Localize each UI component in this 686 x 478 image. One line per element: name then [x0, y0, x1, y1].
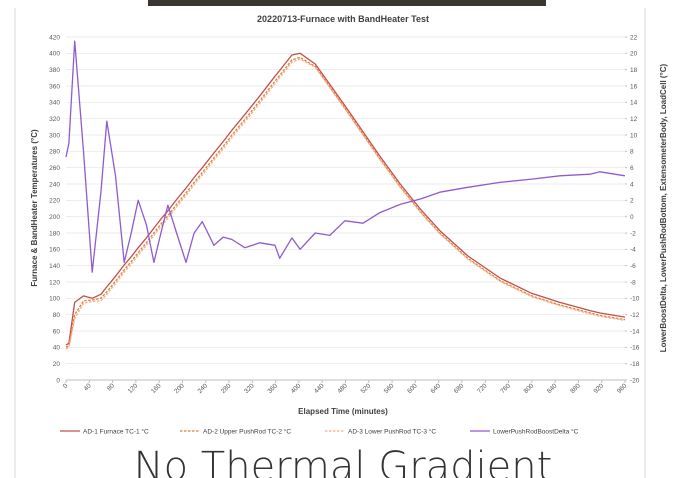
y-tick-label: 300: [49, 132, 60, 139]
y-axis-title: Furnace & BandHeater Temperatures (°C): [30, 129, 39, 287]
y2-axis-title: LowerBoostDelta, LowerPushRodBottom, Ext…: [659, 63, 668, 352]
y-tick-label: 220: [49, 198, 60, 205]
photo-strip: [148, 0, 546, 6]
y-tick-label: 160: [49, 247, 60, 254]
y-tick-label: 420: [49, 34, 60, 41]
y2-tick-label: 6: [630, 165, 634, 172]
y2-tick-label: 8: [630, 149, 634, 156]
y-tick-label: 340: [49, 100, 60, 107]
y2-tick-label: -16: [630, 345, 640, 352]
y-tick-label: 200: [49, 214, 60, 221]
y2-tick-label: 18: [630, 67, 638, 74]
y-tick-label: 240: [49, 181, 60, 188]
y2-tick-label: -20: [630, 377, 640, 384]
y2-tick-label: 16: [630, 83, 638, 90]
y2-tick-label: 2: [630, 198, 634, 205]
y-tick-label: 80: [53, 312, 61, 319]
y-tick-label: 0: [56, 377, 60, 384]
y-tick-label: 100: [49, 296, 60, 303]
y2-tick-label: -14: [630, 328, 640, 335]
x-axis-title: Elapsed Time (minutes): [298, 407, 388, 416]
y-tick-label: 40: [53, 345, 61, 352]
y-tick-label: 180: [49, 230, 60, 237]
y2-tick-label: -18: [630, 361, 640, 368]
y-tick-label: 120: [49, 279, 60, 286]
y-tick-label: 60: [53, 328, 61, 335]
y2-tick-label: -10: [630, 296, 640, 303]
y-tick-label: 360: [49, 83, 60, 90]
y-tick-label: 280: [49, 149, 60, 156]
page: 20220713-Furnace with BandHeater Test El…: [0, 0, 686, 478]
y2-tick-label: -2: [630, 230, 636, 237]
y2-tick-label: 4: [630, 181, 634, 188]
y-tick-label: 400: [49, 51, 60, 58]
y-tick-label: 140: [49, 263, 60, 270]
y-tick-label: 20: [53, 361, 61, 368]
y2-tick-label: 10: [630, 132, 638, 139]
y2-tick-label: -12: [630, 312, 640, 319]
y-tick-label: 320: [49, 116, 60, 123]
caption: No Thermal Gradient: [134, 444, 553, 478]
y-tick-label: 260: [49, 165, 60, 172]
y2-tick-label: 12: [630, 116, 638, 123]
y2-tick-label: -6: [630, 263, 636, 270]
y2-tick-label: 14: [630, 100, 638, 107]
y2-tick-label: 20: [630, 51, 638, 58]
y-tick-label: 380: [49, 67, 60, 74]
chart-title: 20220713-Furnace with BandHeater Test: [257, 14, 429, 24]
y2-tick-label: -8: [630, 279, 636, 286]
legend-label: LowerPushRodBoostDelta °C: [493, 428, 579, 436]
legend-label: AD-1 Furnace TC-1 °C: [83, 428, 149, 436]
legend-label: AD-3 Lower PushRod TC-3 °C: [348, 428, 436, 436]
y2-tick-label: 0: [630, 214, 634, 221]
y2-tick-label: -4: [630, 247, 636, 254]
legend-label: AD-2 Upper PushRod TC-2 °C: [203, 428, 291, 436]
y2-tick-label: 22: [630, 34, 638, 41]
